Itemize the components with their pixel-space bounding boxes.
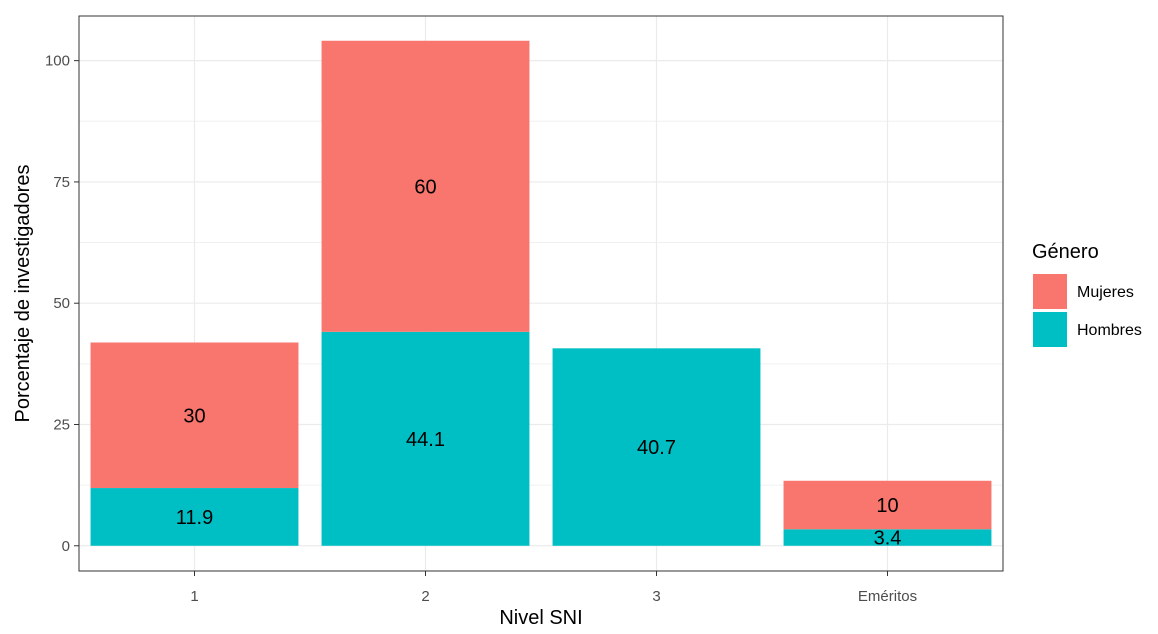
bar-hombres	[90, 488, 299, 546]
bar-hombres	[321, 331, 530, 546]
legend-key-mujeres	[1033, 274, 1067, 309]
y-axis: 0 25 50 75 100	[45, 53, 79, 555]
y-tick-label: 75	[53, 174, 70, 191]
legend-label-hombres: Hombres	[1077, 322, 1142, 339]
bar-value-label: 30	[183, 405, 205, 427]
x-tick-label: 2	[421, 588, 429, 605]
y-tick-label: 100	[45, 53, 70, 70]
bar-value-label: 11.9	[176, 507, 213, 529]
y-axis-title: Porcentaje de investigadores	[12, 165, 34, 423]
bar-value-label: 3.4	[874, 528, 902, 550]
plot-panel-border	[78, 15, 1004, 572]
bar-mujeres	[783, 480, 992, 530]
legend: Género Mujeres Hombres	[1032, 241, 1142, 347]
legend-items: Mujeres Hombres	[1033, 274, 1142, 347]
y-tick-label: 50	[53, 295, 70, 312]
x-axis: 1 2 3 Eméritos	[190, 571, 917, 605]
bar-value-label: 40.7	[637, 437, 676, 459]
legend-title: Género	[1032, 241, 1099, 263]
x-tick-label: 3	[652, 588, 660, 605]
bar-value-label: 60	[414, 176, 436, 198]
y-tick-label: 25	[53, 416, 70, 433]
bar-mujeres	[90, 342, 299, 489]
bar-value-label: 10	[876, 495, 898, 517]
bar-value-label: 44.1	[406, 429, 445, 451]
bar-mujeres	[321, 40, 530, 332]
legend-key-hombres	[1033, 312, 1067, 347]
x-tick-label: 1	[190, 588, 198, 605]
y-tick-label: 0	[62, 538, 70, 555]
x-axis-title: Nivel SNI	[499, 607, 582, 629]
legend-label-mujeres: Mujeres	[1077, 284, 1134, 301]
bar-hombres	[552, 348, 761, 546]
bar-labels: 11.9 30 44.1 60 40.7 3.4 10	[176, 176, 902, 549]
x-tick-label: Eméritos	[858, 588, 917, 605]
bar-hombres	[783, 529, 992, 546]
bars	[90, 40, 992, 546]
